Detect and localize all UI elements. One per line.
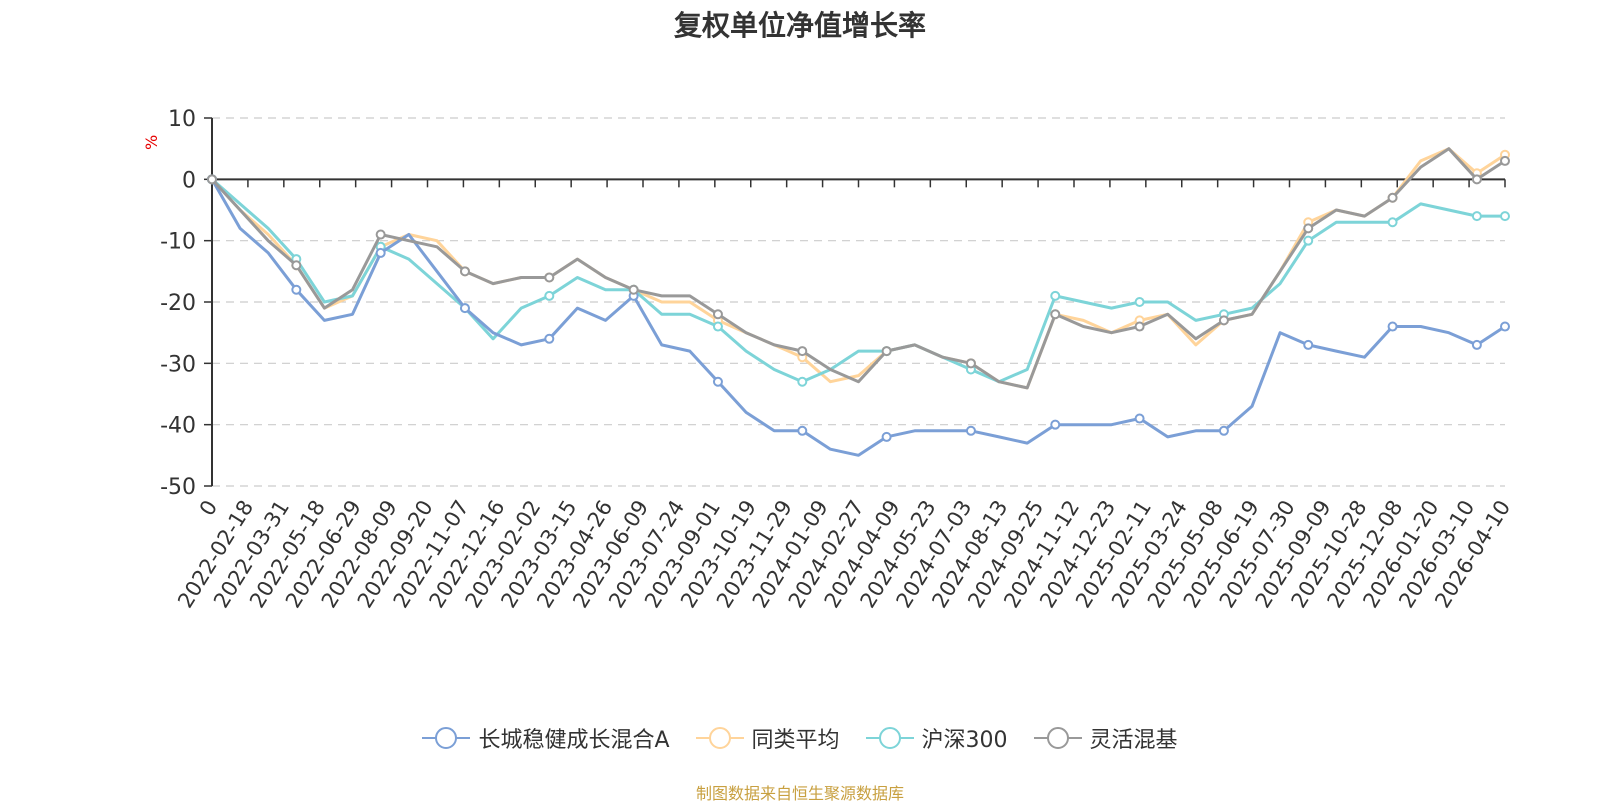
y-tick-label: -10 [160,230,196,255]
y-tick-label: -30 [160,352,196,377]
series-point-2 [712,321,723,332]
source-note: 制图数据来自恒生聚源数据库 [695,784,904,803]
series-point-3 [459,266,470,277]
legend-marker-icon [865,727,914,749]
series-point-2 [1050,290,1061,301]
series-point-0 [1387,321,1398,332]
y-tick-label: -20 [160,291,196,316]
series-point-3 [712,309,723,320]
y-tick-label: -50 [160,475,196,500]
series-point-2 [1387,217,1398,228]
series-point-2 [1500,211,1510,222]
series-point-0 [291,284,302,295]
legend-item-0[interactable]: 长城稳健成长混合A [422,722,670,754]
series-point-3 [544,272,555,283]
series-point-3 [375,229,386,240]
series-point-0 [1500,321,1510,332]
chart-title: 复权单位净值增长率 [673,9,926,42]
legend-label: 灵活混基 [1089,728,1178,753]
chart-legend: 长城稳健成长混合A 同类平均 沪深300 灵活混基 [0,722,1600,754]
legend-item-1[interactable]: 同类平均 [695,722,840,754]
series-point-0 [797,425,808,436]
legend-label: 沪深300 [921,728,1008,753]
series-point-0 [1050,419,1061,430]
series-point-3 [1218,315,1229,326]
series-point-0 [1471,339,1482,350]
series-point-0 [881,431,892,442]
series-point-2 [1303,235,1314,246]
series-point-3 [965,358,976,369]
series-point-0 [544,333,555,344]
series-point-3 [628,284,639,295]
legend-label: 同类平均 [751,728,840,753]
series-point-3 [797,346,808,357]
series-point-0 [375,247,386,258]
series-line-2 [210,177,1507,384]
series-point-2 [1471,211,1482,222]
legend-marker-icon [1033,727,1082,749]
series-point-2 [544,290,555,301]
series-point-3 [1134,321,1145,332]
legend-item-2[interactable]: 沪深300 [865,722,1008,754]
series-point-3 [1471,174,1482,185]
x-tick-label: 0 [195,496,222,520]
series-point-3 [1500,155,1510,166]
series-point-0 [965,425,976,436]
series-point-3 [881,346,892,357]
series-point-2 [797,376,808,387]
series-point-0 [712,376,723,387]
series-point-3 [291,260,302,271]
series-line-0 [210,177,1507,457]
legend-marker-icon [422,727,471,749]
series-point-3 [1387,192,1398,203]
series-point-0 [1303,339,1314,350]
series-point-3 [1050,309,1061,320]
legend-item-3[interactable]: 灵活混基 [1033,722,1178,754]
y-tick-label: 10 [168,107,196,132]
series-point-2 [1134,297,1145,307]
y-tick-label: -40 [160,414,196,439]
y-tick-label: 0 [182,168,196,193]
series-line-3 [210,147,1507,390]
legend-marker-icon [695,727,744,749]
series-point-0 [1218,425,1229,436]
series-point-0 [1134,413,1145,424]
legend-label: 长城稳健成长混合A [478,728,670,753]
series-point-3 [207,174,217,185]
series-point-3 [1303,223,1314,234]
series-point-0 [459,303,470,314]
